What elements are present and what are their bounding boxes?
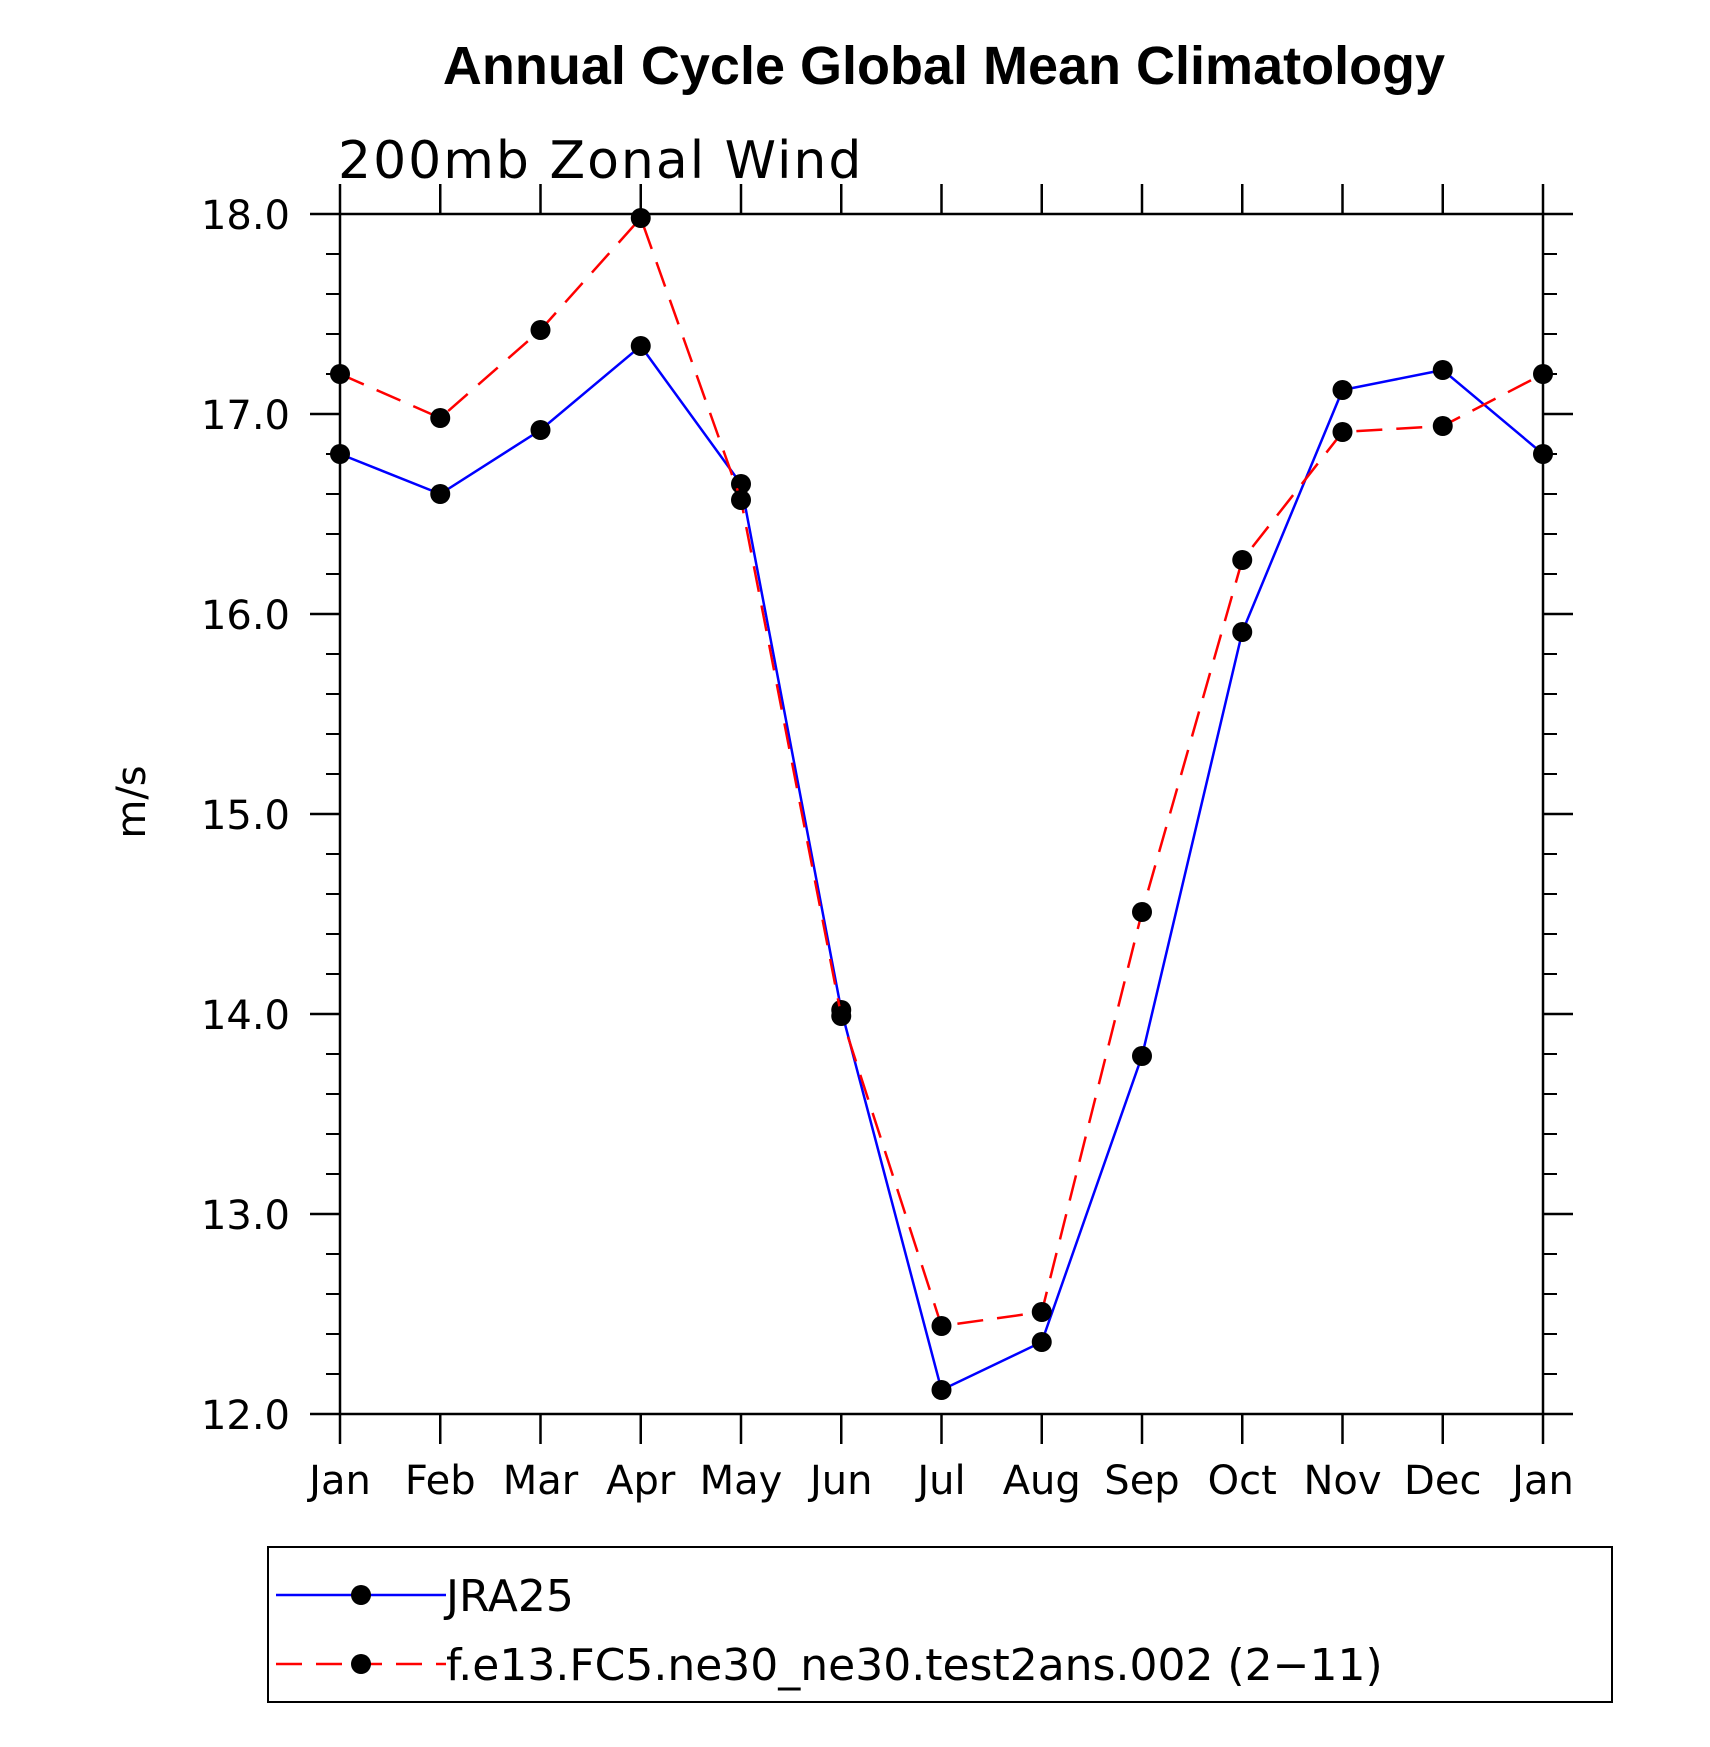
y-tick-label: 15.0 <box>201 793 290 839</box>
x-tick-label: Dec <box>1404 1458 1481 1504</box>
series-2-point <box>731 490 751 510</box>
series-1-point <box>430 484 451 504</box>
chart-subtitle: 200mb Zonal Wind <box>338 131 863 191</box>
x-tick-label: Aug <box>1003 1458 1081 1504</box>
series-1-point <box>931 1380 952 1400</box>
series-2-point <box>931 1316 952 1336</box>
x-tick-label: Jul <box>914 1458 965 1504</box>
series-1-point <box>630 336 651 356</box>
x-tick-label: Jun <box>807 1458 873 1504</box>
x-tick-label: Apr <box>606 1458 676 1504</box>
y-tick-label: 16.0 <box>201 593 290 639</box>
series-1-point <box>1332 380 1353 400</box>
series-2-point <box>530 320 551 340</box>
series-1-point <box>330 444 350 464</box>
x-tick-label: Jan <box>1509 1458 1574 1504</box>
x-tick-label: Sep <box>1104 1458 1179 1504</box>
series-1-point <box>1031 1332 1052 1352</box>
legend-label-1: JRA25 <box>443 1571 574 1622</box>
legend-marker-1 <box>351 1585 371 1605</box>
series-1-point <box>530 420 551 440</box>
y-tick-label: 14.0 <box>201 993 290 1039</box>
y-tick-label: 18.0 <box>201 193 290 239</box>
series-1-point <box>1232 622 1253 642</box>
series-1-point <box>1533 444 1553 464</box>
legend-box <box>267 1546 1613 1703</box>
x-tick-label: Jan <box>306 1458 371 1504</box>
x-tick-label: Mar <box>503 1458 579 1504</box>
plot-axes: Jan Feb Mar Apr May Jun Jul Aug Sep Oct Nov Dec Jan 1… <box>201 184 1574 1504</box>
series-1-point <box>1432 360 1453 380</box>
series-2-point <box>330 364 350 384</box>
series-line-1 <box>339 344 1544 1392</box>
x-tick-label: May <box>700 1458 783 1504</box>
legend-label-2: f.e13.FC5.ne30_ne30.test2ans.002 (2−11) <box>446 1640 1383 1691</box>
legend: JRA25 f.e13.FC5.ne30_ne30.test2ans.002 (2… <box>267 1546 1613 1703</box>
series-2-point <box>1432 416 1453 436</box>
series-2-point <box>1533 364 1553 384</box>
series-2-point <box>1232 550 1253 570</box>
plot-frame <box>338 212 1545 1416</box>
legend-marker-2 <box>351 1654 371 1674</box>
series-2-point <box>1031 1302 1052 1322</box>
x-tick-label: Nov <box>1303 1458 1381 1504</box>
series-layer <box>330 208 1553 1400</box>
series-2-point <box>430 408 451 428</box>
x-tick-label: Feb <box>405 1458 476 1504</box>
series-line-2 <box>339 215 1544 1328</box>
series-2-point <box>630 208 651 228</box>
y-axis-label: m/s <box>109 765 155 838</box>
y-tick-label: 12.0 <box>201 1393 290 1439</box>
y-tick-label: 17.0 <box>201 393 290 439</box>
x-tick-label: Oct <box>1208 1458 1277 1504</box>
series-2-point <box>1132 902 1152 922</box>
series-2-point <box>1332 422 1353 442</box>
series-1-point <box>1132 1046 1152 1066</box>
series-2-point <box>831 1006 852 1026</box>
chart-title: Annual Cycle Global Mean Climatology <box>443 36 1445 96</box>
y-tick-label: 13.0 <box>201 1193 290 1239</box>
